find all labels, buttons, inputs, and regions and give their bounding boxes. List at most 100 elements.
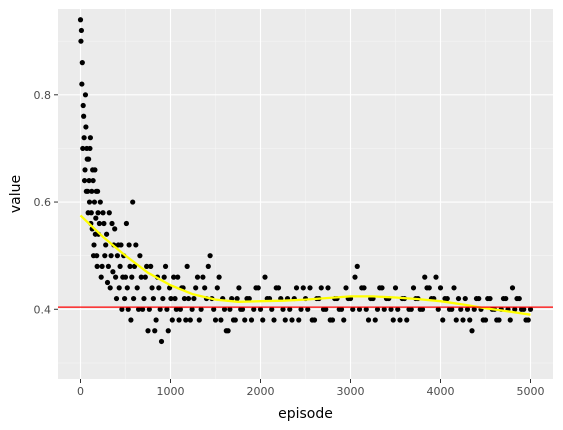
data-point <box>118 242 123 247</box>
data-point <box>127 242 132 247</box>
data-point <box>206 264 211 269</box>
data-point <box>145 328 150 333</box>
y-axis-ticks: 0.4 0.6 0.8 <box>34 89 59 316</box>
data-point <box>81 114 86 119</box>
x-tick-label: 0 <box>77 385 84 398</box>
data-point <box>141 296 146 301</box>
data-point <box>283 317 288 322</box>
data-point <box>79 28 84 33</box>
data-point <box>451 285 456 290</box>
data-point <box>170 317 175 322</box>
data-point <box>89 189 94 194</box>
data-point <box>494 317 499 322</box>
data-point <box>274 285 279 290</box>
data-point <box>163 264 168 269</box>
data-point <box>117 285 122 290</box>
y-tick-label: 0.6 <box>34 196 52 209</box>
data-point <box>79 81 84 86</box>
data-point <box>100 264 105 269</box>
data-point <box>188 317 193 322</box>
data-point <box>159 339 164 344</box>
data-point <box>325 285 330 290</box>
x-tick-label: 1000 <box>157 385 185 398</box>
data-point <box>510 285 515 290</box>
data-point <box>454 317 459 322</box>
data-point <box>328 317 333 322</box>
data-point <box>469 328 474 333</box>
data-point <box>78 17 83 22</box>
data-point <box>262 275 267 280</box>
data-point <box>215 285 220 290</box>
data-point <box>91 253 96 258</box>
data-point <box>422 275 427 280</box>
data-point <box>95 210 100 215</box>
data-point <box>114 296 119 301</box>
data-point <box>144 264 149 269</box>
data-point <box>218 317 223 322</box>
data-point <box>82 167 87 172</box>
data-point <box>86 178 91 183</box>
data-point <box>301 285 306 290</box>
data-point <box>182 296 187 301</box>
data-point <box>397 317 402 322</box>
data-point <box>195 275 200 280</box>
data-point <box>319 285 324 290</box>
data-point <box>98 199 103 204</box>
data-point <box>160 296 165 301</box>
data-point <box>109 221 114 226</box>
data-point <box>377 285 382 290</box>
data-point <box>310 317 315 322</box>
data-point <box>224 328 229 333</box>
data-point <box>113 275 118 280</box>
data-point <box>355 264 360 269</box>
data-point <box>106 264 111 269</box>
data-point <box>352 275 357 280</box>
data-point <box>93 216 98 221</box>
data-point <box>91 242 96 247</box>
data-point <box>149 285 154 290</box>
x-axis-ticks: 0 1000 2000 3000 4000 5000 <box>77 379 545 398</box>
data-point <box>87 199 92 204</box>
data-point <box>183 317 188 322</box>
data-point <box>296 317 301 322</box>
data-point <box>130 199 135 204</box>
y-axis-label: value <box>8 175 24 213</box>
data-point <box>88 135 93 140</box>
data-point <box>112 226 117 231</box>
data-point <box>118 264 123 269</box>
data-point <box>162 275 167 280</box>
data-point <box>341 317 346 322</box>
data-point <box>307 285 312 290</box>
y-tick-label: 0.4 <box>34 303 52 316</box>
data-point <box>110 269 115 274</box>
data-point <box>366 317 371 322</box>
data-point <box>127 264 132 269</box>
data-point <box>124 221 129 226</box>
data-point <box>467 317 472 322</box>
data-point <box>104 232 109 237</box>
data-point <box>231 317 236 322</box>
data-point <box>393 285 398 290</box>
data-point <box>115 253 120 258</box>
data-point <box>171 275 176 280</box>
data-point <box>90 167 95 172</box>
data-point <box>168 296 173 301</box>
data-point <box>249 317 254 322</box>
data-point <box>373 317 378 322</box>
data-point <box>460 317 465 322</box>
data-point <box>84 189 89 194</box>
data-point <box>404 317 409 322</box>
data-point <box>92 199 97 204</box>
x-axis-label: episode <box>278 406 333 422</box>
data-point <box>271 317 276 322</box>
data-point <box>80 146 85 151</box>
data-point <box>433 275 438 280</box>
data-point <box>102 253 107 258</box>
data-point <box>185 264 190 269</box>
data-point <box>391 317 396 322</box>
data-point <box>151 296 156 301</box>
data-point <box>191 296 196 301</box>
data-point <box>105 280 110 285</box>
data-point <box>503 296 508 301</box>
